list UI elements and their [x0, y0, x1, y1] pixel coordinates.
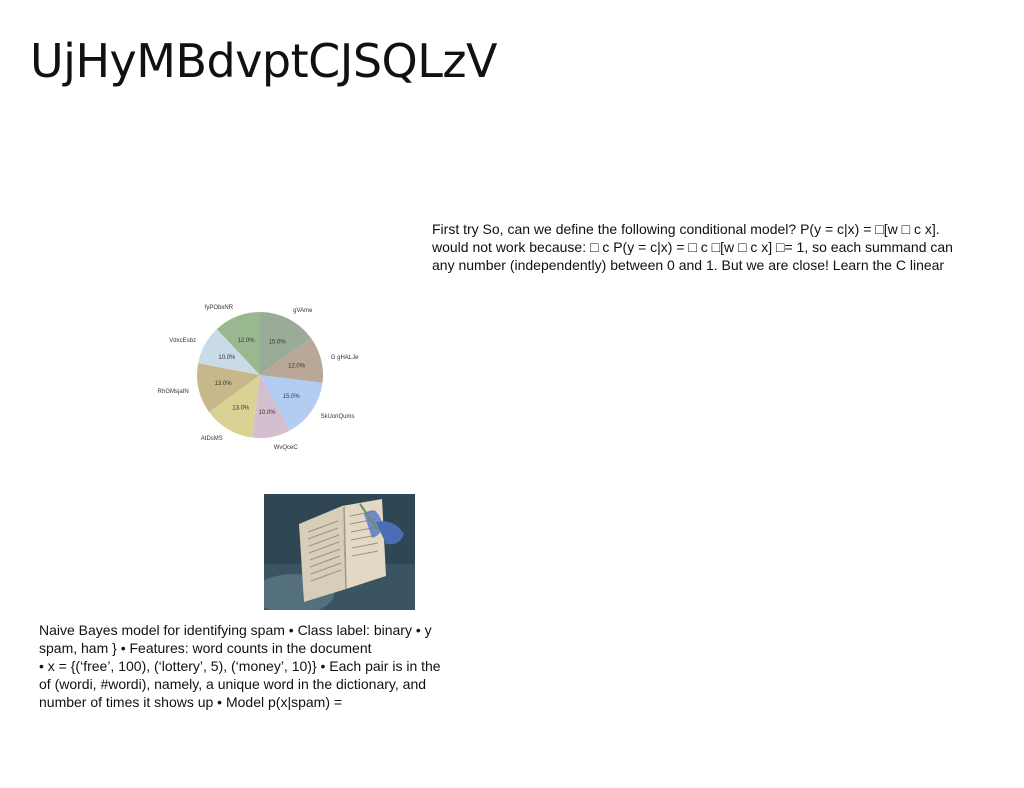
left-text-block: Naive Bayes model for identifying spam •…	[39, 621, 499, 711]
right-text-block: First try So, can we define the followin…	[432, 220, 1022, 274]
slide-title: UjHyMBdvptCJSQLzV	[30, 34, 498, 88]
pie-chart: 15.0% gVAme 12.0% G gHALJe 15.0% SkUoriQums 10…	[150, 278, 370, 473]
pie-pct-label: 10.0%	[218, 355, 236, 361]
pie-pct-label: 15.0%	[269, 339, 287, 345]
pie-category-label: G gHALJe	[331, 355, 359, 361]
left-text-line: number of times it shows up • Model p(x|…	[39, 694, 343, 710]
pie-category-label: RhGMsjaIN	[158, 389, 189, 395]
open-book-photo-art	[264, 494, 415, 610]
pie-pct-label: 10.0%	[259, 410, 277, 416]
pie-slice	[260, 312, 311, 375]
right-text-line: would not work because: □ c P(y = c|x) =…	[432, 239, 953, 255]
left-text-line: Naive Bayes model for identifying spam •…	[39, 622, 432, 638]
pie-slice	[209, 375, 260, 438]
pie-slice	[260, 375, 323, 431]
pie-slice	[260, 337, 323, 383]
pie-pct-label: 12.0%	[288, 364, 306, 370]
pie-category-label: gVAme	[293, 308, 313, 314]
right-text-line: First try So, can we define the followin…	[432, 221, 940, 237]
pie-slice	[197, 363, 260, 413]
pie-category-label: VdxcEsbz	[169, 338, 196, 344]
pie-pct-label: 15.0%	[283, 394, 301, 400]
pie-pct-label: 13.0%	[232, 406, 250, 412]
pie-category-label: WvQceC	[274, 445, 299, 451]
left-text-line: • x = {(‘free’, 100), (‘lottery’, 5), (‘…	[39, 658, 441, 674]
pie-slice	[216, 312, 260, 375]
pie-category-label: fyPObxNR	[205, 305, 234, 311]
pie-slice	[252, 375, 291, 438]
pie-category-label: AtDsMS	[201, 436, 223, 442]
open-book-photo	[264, 494, 415, 610]
pie-category-label: SkUoriQums	[320, 414, 354, 420]
pie-chart-svg: 15.0% gVAme 12.0% G gHALJe 15.0% SkUoriQums 10…	[158, 305, 359, 451]
left-text-line: of (wordi, #wordi), namely, a unique wor…	[39, 676, 427, 692]
pie-pct-label: 13.0%	[215, 381, 233, 387]
pie-slice	[198, 329, 260, 375]
left-text-line: spam, ham } • Features: word counts in t…	[39, 640, 372, 656]
right-text-line: any number (independently) between 0 and…	[432, 257, 945, 273]
pie-pct-label: 12.0%	[238, 338, 256, 344]
